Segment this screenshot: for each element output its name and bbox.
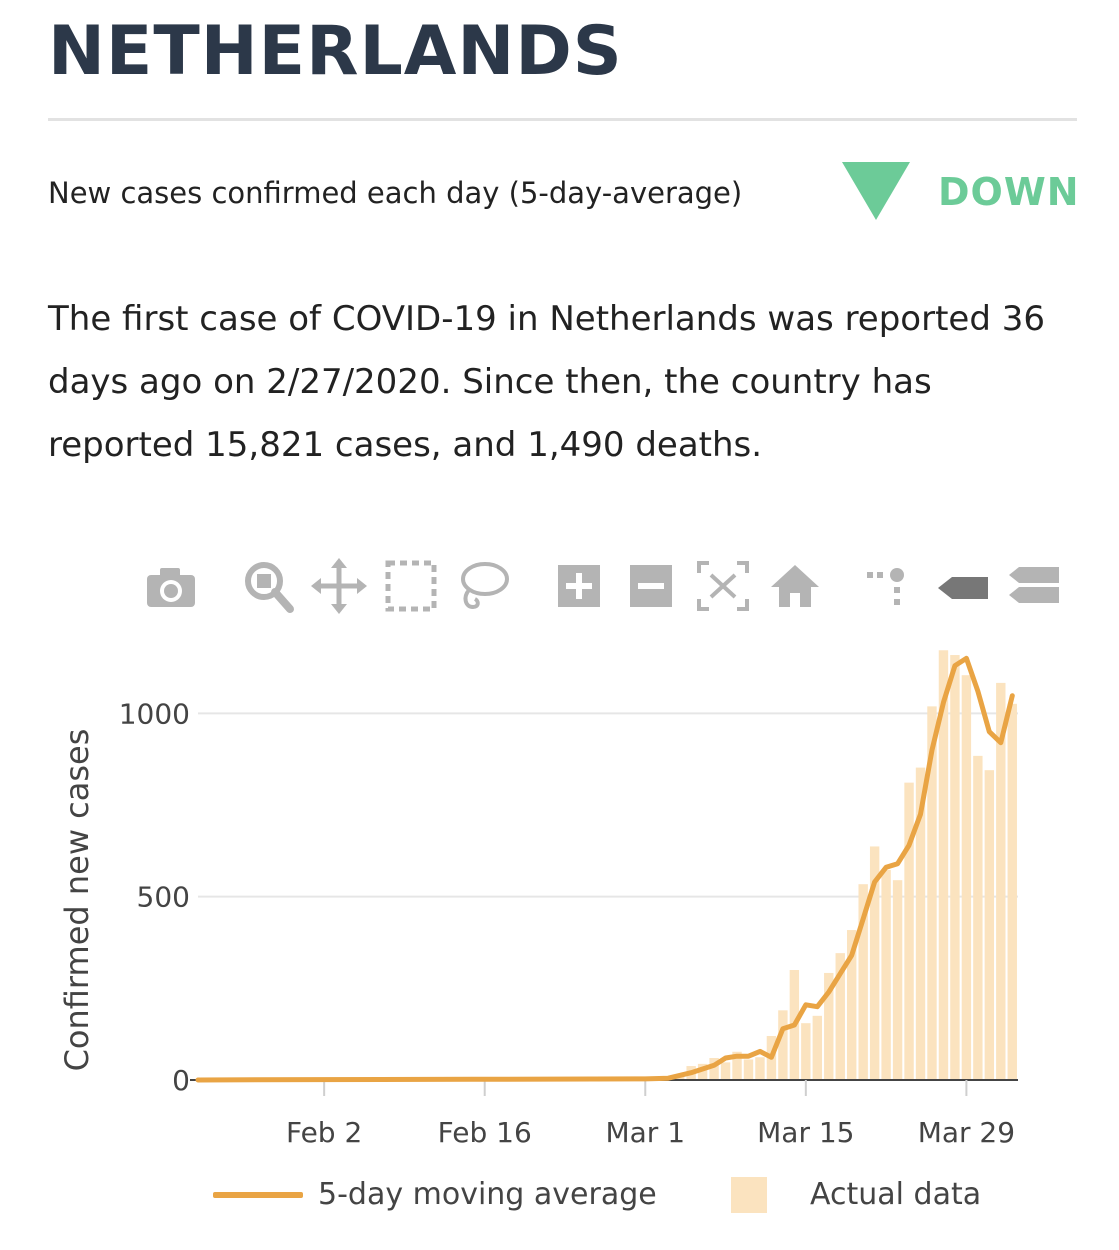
toggle-spike-lines-icon[interactable] — [865, 555, 921, 617]
data-bar — [812, 1015, 823, 1080]
data-bar — [835, 953, 845, 1080]
cases-chart: 0 500 1000 Feb 2 Feb 16 Mar 1 Mar 15 Mar 29 Conf… — [58, 650, 1018, 1149]
data-bar — [824, 972, 834, 1080]
zoom-out-icon[interactable] — [625, 555, 681, 617]
legend-line-label: 5-day moving average — [318, 1177, 657, 1212]
data-bar — [904, 782, 914, 1080]
data-bar — [892, 880, 903, 1080]
pan-icon[interactable] — [311, 555, 367, 617]
data-bar — [697, 1063, 708, 1080]
data-bar — [961, 675, 972, 1080]
x-tick-label: Feb 2 — [286, 1116, 362, 1149]
data-bar — [755, 1057, 765, 1080]
data-bar — [1007, 703, 1017, 1080]
data-bar — [743, 1059, 754, 1080]
y-axis-title: Confirmed new cases — [58, 729, 96, 1072]
data-bar — [732, 1051, 742, 1080]
data-bar — [973, 755, 983, 1080]
lasso-select-icon[interactable] — [455, 555, 511, 617]
y-tick-label: 1000 — [119, 697, 190, 730]
chart-toolbar — [0, 555, 1119, 625]
zoom-in-icon[interactable] — [553, 555, 609, 617]
camera-icon[interactable] — [143, 555, 199, 617]
reset-axes-icon[interactable] — [767, 555, 823, 617]
data-bar — [915, 767, 926, 1080]
data-bar — [674, 1076, 685, 1080]
zoom-icon[interactable] — [240, 555, 296, 617]
summary-text: The first case of COVID-19 in Netherland… — [48, 299, 1045, 465]
title-divider — [48, 118, 1077, 121]
data-bar — [720, 1062, 731, 1080]
moving-average-line — [195, 655, 1015, 1083]
data-bar — [938, 650, 949, 1080]
data-bar — [950, 655, 960, 1080]
data-bar — [858, 884, 868, 1080]
hover-closest-icon[interactable] — [936, 555, 992, 617]
data-bar — [709, 1058, 719, 1080]
trend-label: DOWN — [938, 170, 1080, 214]
x-tick-label: Feb 16 — [438, 1116, 532, 1149]
trend-down-arrow-icon — [842, 162, 910, 220]
chart-legend: 5-day moving average Actual data — [0, 1165, 1119, 1235]
x-tick-label: Mar 15 — [757, 1116, 854, 1149]
legend-bar-label: Actual data — [810, 1177, 982, 1212]
y-tick-label: 500 — [137, 881, 190, 914]
data-bar — [869, 846, 880, 1080]
box-select-icon[interactable] — [383, 555, 439, 617]
chart-subtitle: New cases confirmed each day (5-day-aver… — [48, 176, 743, 210]
legend-bar-swatch — [731, 1177, 767, 1213]
autoscale-icon[interactable] — [695, 555, 751, 617]
data-bar — [778, 1010, 788, 1080]
data-bar — [881, 869, 891, 1080]
page-title: NETHERLANDS — [48, 12, 623, 91]
x-tick-label: Mar 29 — [918, 1116, 1015, 1149]
hover-compare-icon[interactable] — [1007, 555, 1063, 617]
x-tick-label: Mar 1 — [605, 1116, 685, 1149]
data-bar — [996, 682, 1006, 1080]
legend-line-swatch — [213, 1192, 303, 1198]
y-tick-label: 0 — [172, 1064, 190, 1097]
data-bar — [927, 706, 937, 1080]
data-bar — [801, 1023, 811, 1080]
data-bar — [847, 930, 857, 1080]
data-bar — [984, 770, 995, 1080]
